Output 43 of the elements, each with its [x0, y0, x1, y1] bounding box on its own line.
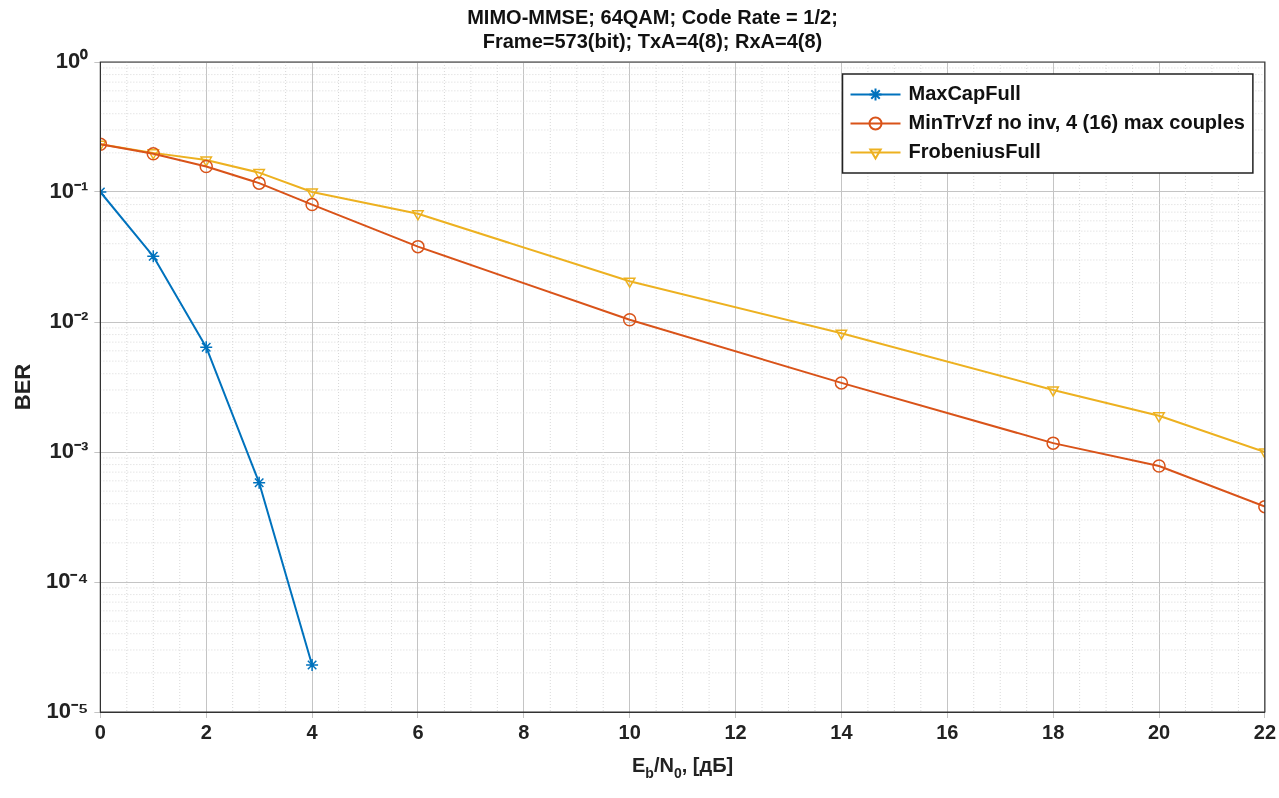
point: [253, 168, 266, 180]
point: [252, 476, 266, 490]
y-tick-label: 10⁻⁵: [46, 698, 89, 724]
y-tick-label: 10⁻²: [49, 308, 89, 334]
x-tick-label: 4: [306, 720, 319, 743]
point: [200, 156, 213, 167]
x-tick-label: 10: [618, 720, 641, 743]
point: [1046, 436, 1060, 450]
x-tick-label: 22: [1253, 720, 1276, 743]
legend-label: FrobeniusFull: [908, 140, 1041, 163]
point: [412, 210, 424, 221]
y-tick-label: 10⁻¹: [49, 178, 89, 204]
point: [199, 340, 213, 354]
x-tick-label: 6: [412, 720, 424, 743]
point: [1153, 412, 1165, 423]
point: [199, 159, 213, 174]
point: [411, 239, 425, 254]
point: [1152, 459, 1166, 473]
x-tick-label: 14: [830, 720, 854, 743]
point: [305, 197, 319, 212]
point: [835, 329, 848, 340]
y-tick-label: 10⁻⁴: [45, 568, 89, 594]
x-tick-label: 18: [1042, 720, 1065, 743]
x-tick-label: 8: [518, 720, 530, 743]
chart-title: MIMO-MMSE; 64QAM; Code Rate = 1/2; Frame=573(bit); TxA=4(8); RxA=4(8): [467, 5, 838, 52]
point: [623, 277, 636, 288]
legend-label: MaxCapFull: [908, 82, 1021, 105]
point: [306, 188, 319, 199]
x-tick-label: 2: [200, 720, 212, 743]
x-tick-label: 20: [1147, 720, 1171, 743]
point: [252, 176, 266, 190]
x-tick-label: 0: [94, 720, 106, 743]
point: [305, 658, 319, 672]
x-tick-label: 12: [724, 720, 747, 743]
point: [1047, 386, 1060, 397]
point: [146, 249, 161, 264]
y-axis-title: BER: [10, 363, 36, 411]
y-tick-label: 10⁰: [55, 48, 89, 74]
x-tick-label: 16: [936, 720, 959, 743]
point: [622, 313, 637, 327]
legend-label: MinTrVzf no inv, 4 (16) max couples: [908, 111, 1245, 134]
y-tick-label: 10⁻³: [49, 438, 89, 464]
point: [834, 376, 849, 390]
